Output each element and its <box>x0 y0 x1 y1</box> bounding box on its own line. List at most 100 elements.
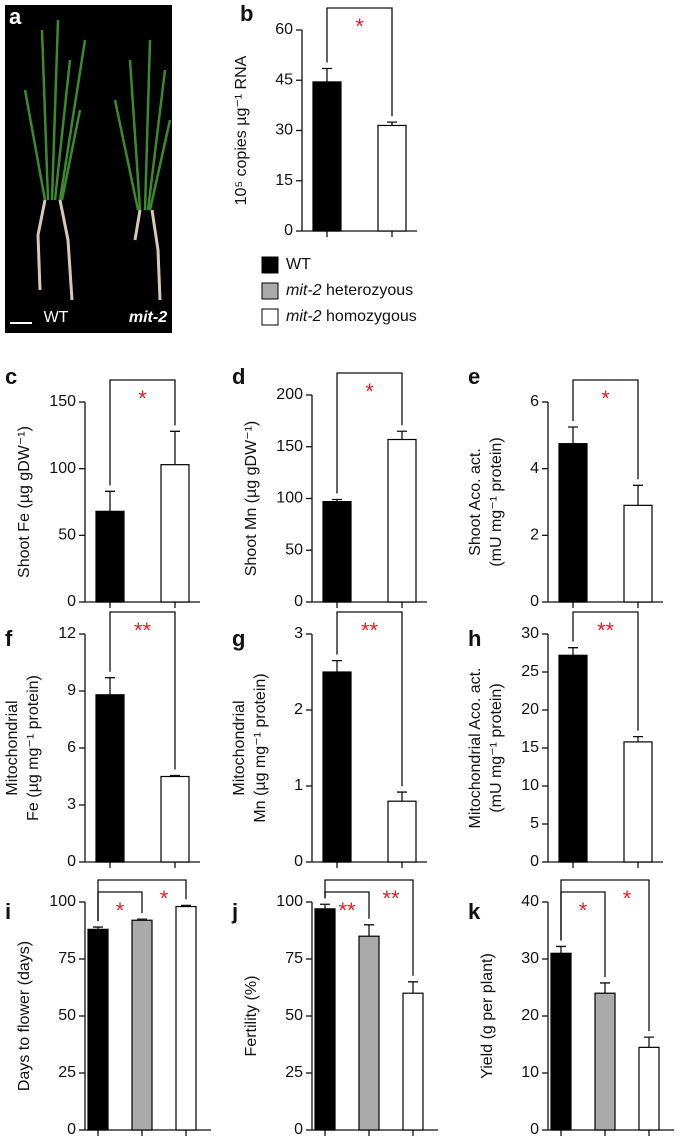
error-bar <box>105 490 115 512</box>
y-tick-label: 0 <box>284 222 293 239</box>
y-tick-label: 30 <box>521 625 539 642</box>
plant-photo <box>5 5 172 333</box>
error-bar <box>397 791 407 802</box>
bar <box>638 1046 660 1131</box>
bar <box>175 905 197 1131</box>
legend-swatch <box>261 256 279 274</box>
y-tick-label: 12 <box>58 625 76 642</box>
y-tick-label: 75 <box>58 950 76 967</box>
significance-bracket <box>324 879 414 976</box>
legend-text: heterozyous <box>326 282 413 299</box>
y-tick-label: 0 <box>67 593 76 610</box>
y-tick-label: 50 <box>58 1007 76 1024</box>
y-tick-label: 75 <box>285 950 303 967</box>
significance-label: ** <box>134 618 152 643</box>
y-axis-label: Shoot Fe (µg gDW⁻¹) <box>16 426 33 578</box>
significance-label: * <box>138 386 147 411</box>
panel-letter: j <box>231 899 238 924</box>
error-bar <box>364 924 374 937</box>
legend-italic: mit-2 <box>286 282 322 299</box>
y-tick-label: 2 <box>530 527 539 544</box>
y-tick-label: 60 <box>275 21 293 38</box>
legend-swatch <box>261 308 279 326</box>
y-axis-label: Mitochondrial <box>231 700 248 795</box>
panel-letter: b <box>240 1 253 26</box>
y-tick-label: 15 <box>275 172 293 189</box>
significance-label: ** <box>361 618 379 643</box>
error-bar <box>556 945 566 954</box>
y-tick-label: 150 <box>276 438 303 455</box>
panel-letter: g <box>232 626 245 651</box>
panel-letter: f <box>5 626 13 651</box>
error-bar <box>322 67 332 82</box>
y-tick-label: 0 <box>530 1121 539 1138</box>
error-bar <box>105 677 115 695</box>
y-tick-label: 20 <box>521 1007 539 1024</box>
significance-label: * <box>579 898 588 923</box>
panel-letter: c <box>5 364 17 389</box>
y-tick-label: 6 <box>530 393 539 410</box>
error-bar <box>387 121 397 126</box>
bar <box>160 775 190 863</box>
significance-bracket <box>336 372 403 494</box>
y-tick-label: 100 <box>49 460 76 477</box>
y-tick-label: 0 <box>67 1121 76 1138</box>
error-bar <box>170 774 180 777</box>
y-tick-label: 3 <box>294 625 303 642</box>
y-tick-label: 25 <box>285 1064 303 1081</box>
y-tick-label: 2 <box>294 701 303 718</box>
significance-label: ** <box>597 618 615 643</box>
y-axis-label: Shoot Mn (µg gDW⁻¹) <box>243 421 260 576</box>
bar <box>358 935 380 1131</box>
y-axis-label: Fe (µg mg⁻¹ protein) <box>25 675 42 821</box>
y-tick-label: 40 <box>521 893 539 910</box>
panel-letter: i <box>5 899 11 924</box>
bar <box>623 504 653 603</box>
y-tick-label: 5 <box>530 815 539 832</box>
bar <box>623 741 653 863</box>
significance-label: * <box>623 886 632 911</box>
y-tick-label: 0 <box>530 853 539 870</box>
significance-label: ** <box>338 898 356 923</box>
y-tick-label: 0 <box>294 1121 303 1138</box>
y-tick-label: 30 <box>275 122 293 139</box>
significance-label: * <box>365 379 374 404</box>
panel-letter: d <box>232 364 245 389</box>
error-bar <box>320 903 330 909</box>
significance-bracket <box>572 611 639 731</box>
y-tick-label: 20 <box>521 701 539 718</box>
bar <box>594 992 616 1131</box>
error-bar <box>137 918 147 921</box>
y-tick-label: 10 <box>521 777 539 794</box>
legend-label: mit-2 heterozyous <box>286 282 413 299</box>
plant-roots <box>36 199 162 301</box>
y-axis-label: (mU mg⁻¹ protein) <box>488 683 505 812</box>
bar <box>95 510 125 603</box>
y-tick-label: 25 <box>521 663 539 680</box>
error-bar <box>181 904 191 907</box>
bar <box>550 952 572 1131</box>
bar <box>387 438 417 603</box>
y-tick-label: 25 <box>58 1064 76 1081</box>
y-axis-label: Mitochondrial <box>4 700 21 795</box>
bar <box>322 671 352 863</box>
significance-bracket <box>336 611 403 787</box>
significance-bracket <box>109 611 176 770</box>
error-bar <box>408 981 418 994</box>
error-bar <box>170 430 180 465</box>
bar <box>377 124 407 232</box>
y-tick-label: 1 <box>294 777 303 794</box>
bar <box>322 501 352 603</box>
y-tick-label: 100 <box>276 893 303 910</box>
plant-drawing <box>23 19 172 211</box>
y-tick-label: 15 <box>521 739 539 756</box>
y-axis-label: (mU mg⁻¹ protein) <box>488 437 505 566</box>
significance-bracket <box>109 379 176 486</box>
error-bar <box>332 659 342 672</box>
photo-label: WT <box>44 309 69 326</box>
y-tick-label: 0 <box>294 593 303 610</box>
y-tick-label: 9 <box>67 682 76 699</box>
y-tick-label: 45 <box>275 71 293 88</box>
legend-label: mit-2 homozygous <box>286 308 417 325</box>
